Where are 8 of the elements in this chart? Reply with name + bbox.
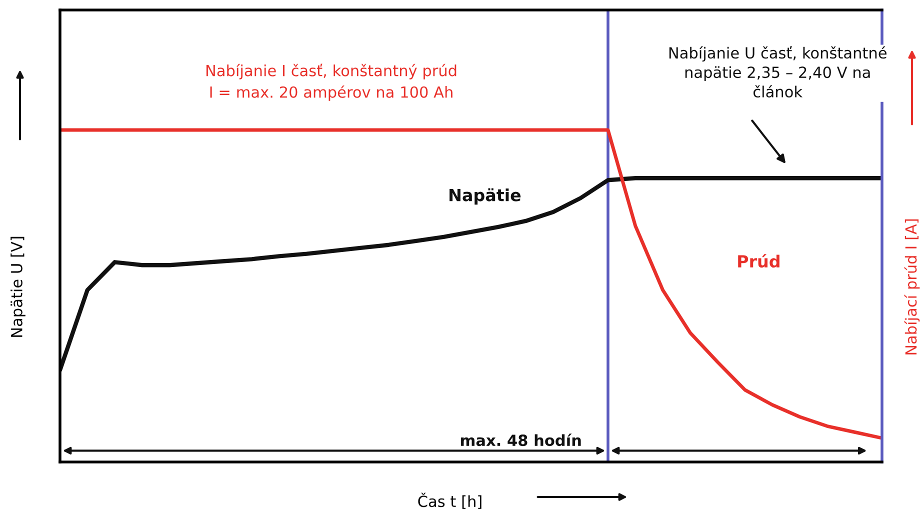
text: Nabíjanie I časť, konštantný prúd I = max. 20 ampérov na 100 Ah (206, 64, 456, 101)
x-axis-title: Čas t [h] (418, 492, 482, 509)
series-label: Napätie (450, 188, 521, 205)
text: Nabíjanie U časť, konštantné napätie 2,35 – 2,40 V na článok (669, 46, 886, 98)
y2-axis-title: Nabíjací prúd I [A] (904, 219, 920, 354)
annotation: max. 48 hodín (461, 434, 581, 446)
text: Prúd (738, 254, 780, 268)
y-axis-title: Napätie U [V] (10, 236, 26, 337)
